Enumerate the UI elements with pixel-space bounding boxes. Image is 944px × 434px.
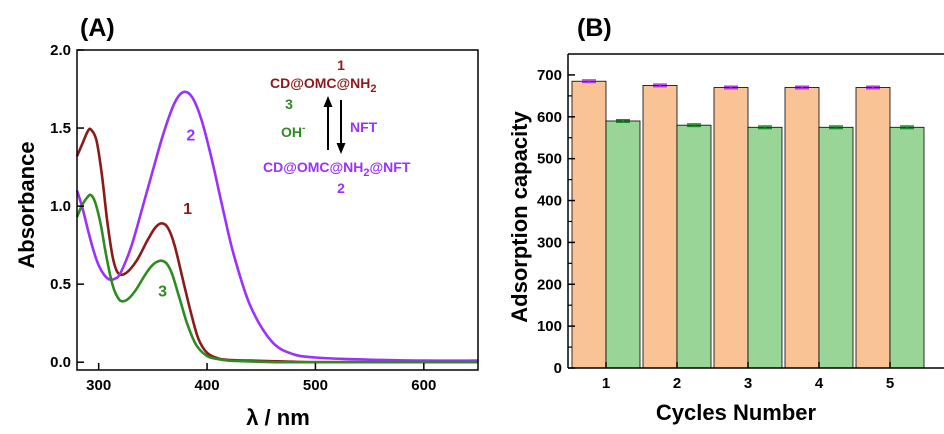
x-tick-label: 3 (744, 375, 752, 392)
scheme-left-reagent: OH- (281, 123, 305, 140)
bar-cycle-5-series-1 (855, 87, 891, 369)
scheme-top-formula: CD@OMC@NH2 (270, 75, 377, 95)
panel-b-label: (B) (577, 14, 612, 42)
panel-a-x-axis-title: λ / nm (246, 405, 310, 430)
bar-cycle-3-series-1 (713, 87, 749, 369)
panel-a-x-ticks: 300 400 500 600 (86, 363, 436, 394)
panel-b-adsorption-chart: (B) 0 100 200 300 400 500 600 700 1 2 3 4 5 Adsorpt… (507, 14, 944, 425)
curve-label-1: 1 (183, 201, 192, 218)
panel-a-frame (76, 49, 479, 371)
panel-a-y-ticks: 0.0 0.5 1.0 1.5 2.0 (50, 42, 84, 371)
bar-cycle-3-series-2 (747, 126, 783, 369)
scheme-down-arrowhead (336, 143, 346, 154)
y-tick-label: 1.5 (50, 120, 71, 137)
curve-label-2: 2 (186, 128, 195, 145)
scheme-bottom-formula-subscript: 2 (363, 167, 369, 179)
y-tick-label: 500 (537, 151, 562, 168)
bar-cycle-4-series-2 (818, 126, 854, 369)
curve-label-3: 3 (158, 284, 167, 301)
y-tick-label: 600 (537, 109, 562, 126)
reaction-scheme: 1 CD@OMC@NH2 3 OH- NFT CD@OMC@NH2@NFT 2 (263, 57, 411, 196)
bar-cycle-1-series-1 (571, 80, 607, 369)
x-tick-label: 1 (602, 375, 610, 392)
x-tick-label: 600 (411, 377, 436, 394)
scheme-bottom-formula-tail: @NFT (370, 159, 411, 175)
y-tick-label: 400 (537, 193, 562, 210)
y-tick-label: 0.5 (50, 276, 71, 293)
scheme-up-arrowhead (323, 96, 333, 107)
panel-a-label: (A) (80, 14, 115, 42)
scheme-top-number: 1 (337, 57, 345, 73)
y-tick-label: 300 (537, 234, 562, 251)
panel-b-frame (567, 53, 944, 369)
bar-cycle-2-series-2 (676, 124, 712, 369)
panel-b-y-axis-title: Adsorption capacity (507, 110, 532, 322)
scheme-bottom-formula: CD@OMC@NH2@NFT (263, 159, 411, 179)
panel-b-plot-area (571, 79, 925, 369)
y-tick-label: 200 (537, 276, 562, 293)
scheme-right-reagent: NFT (350, 119, 378, 135)
scheme-top-formula-main: CD@OMC@NH (270, 75, 370, 91)
x-tick-label: 5 (886, 375, 894, 392)
bar-cycle-1-series-2 (605, 120, 641, 369)
y-tick-label: 100 (537, 318, 562, 335)
x-tick-label: 500 (303, 377, 328, 394)
bar-cycle-5-series-2 (889, 126, 925, 369)
panel-b-y-ticks: 0 100 200 300 400 500 600 700 (537, 67, 575, 377)
y-tick-label: 1.0 (50, 198, 71, 215)
x-tick-label: 300 (86, 377, 111, 394)
x-tick-label: 4 (815, 375, 824, 392)
scheme-left-reagent-main: OH (281, 124, 302, 140)
y-tick-label: 2.0 (50, 42, 71, 59)
x-tick-label: 2 (673, 375, 681, 392)
bar-cycle-2-series-1 (642, 85, 678, 369)
bar-cycle-4-series-1 (784, 87, 820, 369)
scheme-left-reagent-superscript: - (302, 123, 305, 134)
scheme-left-number: 3 (285, 96, 293, 112)
panel-b-x-ticks: 1 2 3 4 5 (602, 362, 894, 392)
y-tick-label: 0.0 (50, 354, 71, 371)
panel-a-plot-area: 1 2 3 (75, 90, 479, 364)
spectrum-curve-2 (75, 90, 479, 362)
panel-b-x-axis-title: Cycles Number (656, 400, 817, 425)
scheme-top-formula-subscript: 2 (370, 83, 376, 95)
spectrum-curve-3 (75, 193, 478, 364)
panel-a-y-axis-title: Absorbance (14, 141, 39, 268)
panel-a-absorbance-chart: (A) 1 2 3 0.0 0.5 1.0 1.5 2.0 300 400 500 600 Abs… (14, 14, 479, 430)
scheme-bottom-formula-main: CD@OMC@NH (263, 159, 363, 175)
y-tick-label: 0 (554, 360, 562, 377)
x-tick-label: 400 (195, 377, 220, 394)
scheme-bottom-number: 2 (337, 180, 345, 196)
y-tick-label: 700 (537, 67, 562, 84)
